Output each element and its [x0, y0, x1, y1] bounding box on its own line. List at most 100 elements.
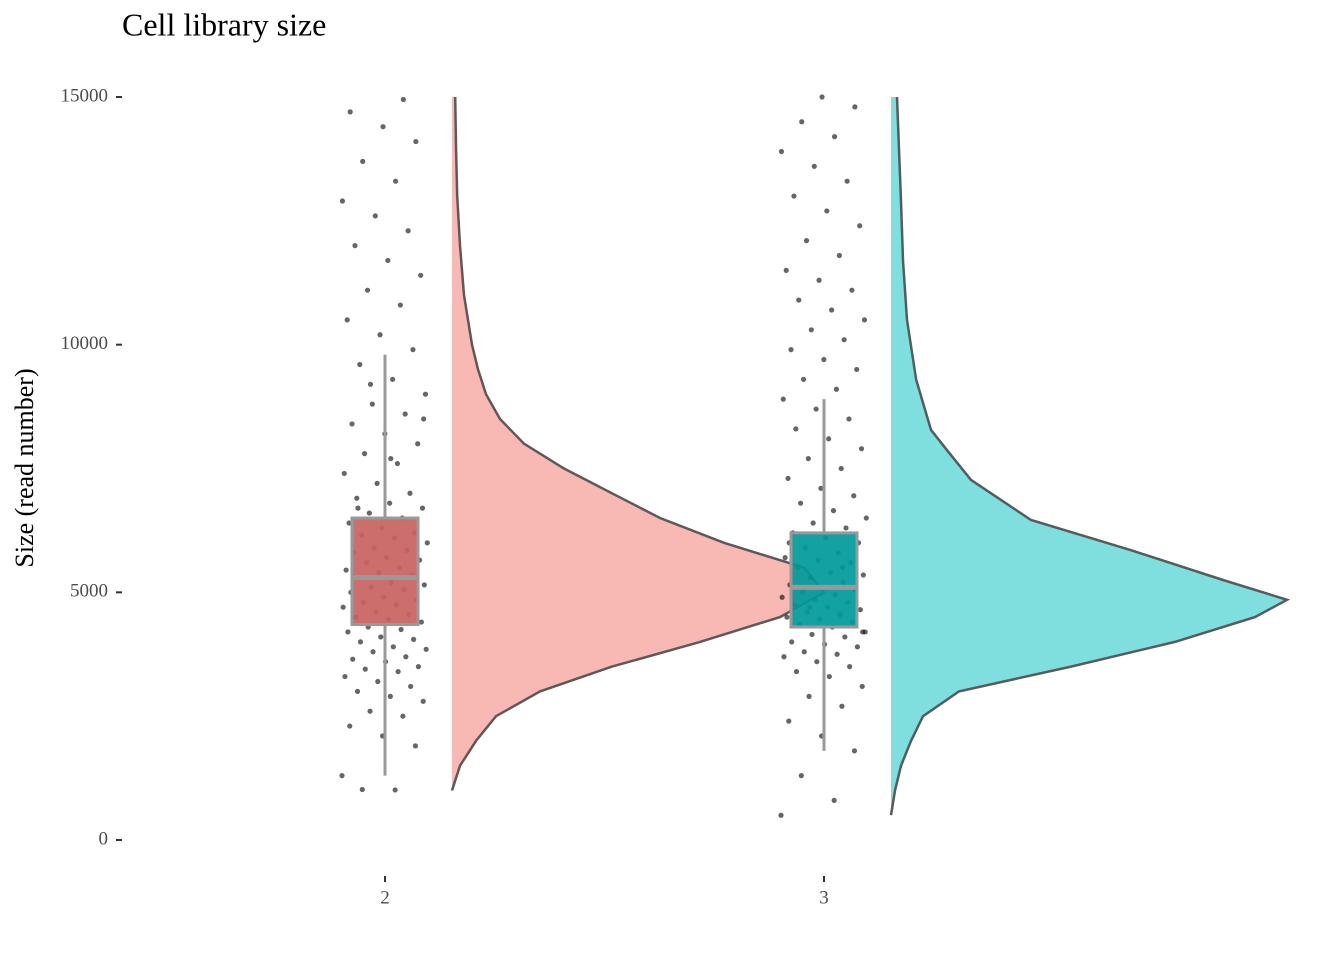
data-point — [838, 465, 844, 472]
data-point — [369, 401, 375, 407]
data-point — [857, 223, 863, 229]
data-point — [419, 505, 426, 511]
chart-title: Cell library size — [122, 6, 326, 42]
data-point — [829, 307, 835, 313]
data-point — [860, 629, 866, 635]
data-point — [844, 178, 850, 184]
data-point — [400, 96, 406, 103]
data-point — [811, 163, 817, 169]
data-point — [413, 138, 419, 145]
data-point — [412, 743, 419, 749]
data-point — [858, 446, 865, 452]
data-point — [352, 243, 358, 249]
data-point — [341, 470, 347, 477]
data-point — [783, 267, 789, 273]
data-point — [360, 158, 366, 164]
data-point — [364, 287, 371, 293]
data-point — [805, 455, 811, 462]
data-point — [793, 426, 799, 432]
data-point — [860, 572, 866, 578]
data-point — [367, 708, 373, 714]
data-point — [344, 317, 350, 323]
data-point — [849, 287, 855, 293]
data-point — [813, 406, 819, 412]
data-point — [854, 644, 861, 650]
data-point — [339, 773, 345, 779]
data-point — [388, 455, 394, 462]
x-tick-label: 2 — [380, 887, 390, 908]
data-point — [380, 124, 386, 130]
data-point — [418, 619, 424, 625]
data-point — [340, 604, 346, 610]
data-point — [830, 508, 837, 514]
data-point — [390, 644, 396, 650]
data-point — [392, 178, 399, 184]
data-point — [818, 485, 824, 491]
data-point — [398, 626, 404, 633]
data-point — [411, 636, 417, 642]
data-point — [843, 525, 849, 531]
data-point — [354, 495, 360, 501]
data-point — [821, 356, 827, 363]
data-point — [387, 500, 393, 506]
data-point — [852, 104, 858, 110]
density-line — [889, 96, 1291, 816]
y-tick-label: 0 — [99, 828, 109, 849]
data-point — [343, 567, 349, 573]
data-point — [378, 634, 384, 640]
data-point — [826, 436, 832, 442]
data-point — [403, 654, 409, 660]
data-point — [847, 664, 853, 670]
data-point — [816, 277, 822, 283]
density-line — [450, 96, 826, 791]
data-point — [831, 134, 838, 140]
data-point — [784, 614, 790, 620]
data-point — [342, 673, 348, 680]
density-area — [452, 97, 824, 791]
data-point — [801, 649, 807, 655]
data-point — [420, 698, 426, 704]
data-point — [779, 594, 785, 600]
data-point — [423, 646, 429, 652]
data-point — [798, 500, 804, 506]
data-point — [826, 673, 832, 680]
box — [789, 531, 859, 629]
data-point — [361, 451, 368, 457]
data-point — [798, 773, 804, 779]
data-point — [415, 441, 421, 447]
data-point — [851, 493, 857, 499]
data-point — [410, 347, 416, 353]
data-point — [346, 520, 352, 526]
data-point — [806, 693, 812, 699]
data-point — [395, 668, 401, 675]
data-point — [863, 515, 869, 521]
y-tick-label: 10000 — [61, 333, 109, 354]
data-point — [800, 376, 807, 382]
data-point — [786, 718, 792, 724]
data-point — [810, 520, 816, 526]
data-point — [347, 723, 353, 729]
data-point — [789, 639, 795, 645]
data-point — [357, 639, 364, 645]
data-point — [418, 272, 424, 278]
data-point — [854, 366, 860, 373]
data-point — [367, 381, 374, 387]
y-tick-label: 15000 — [61, 85, 109, 106]
data-point — [778, 812, 784, 818]
data-point — [355, 505, 361, 511]
data-point — [390, 376, 396, 382]
data-point — [831, 797, 837, 803]
data-point — [415, 664, 422, 670]
data-point — [421, 582, 427, 588]
data-point — [778, 148, 785, 155]
data-point — [809, 631, 815, 638]
data-point — [793, 668, 800, 675]
data-point — [836, 252, 842, 259]
data-point — [387, 693, 393, 699]
data-point — [782, 555, 788, 561]
data-point — [424, 540, 430, 546]
data-point — [372, 213, 378, 219]
data-point — [842, 634, 848, 640]
data-point — [359, 786, 365, 793]
